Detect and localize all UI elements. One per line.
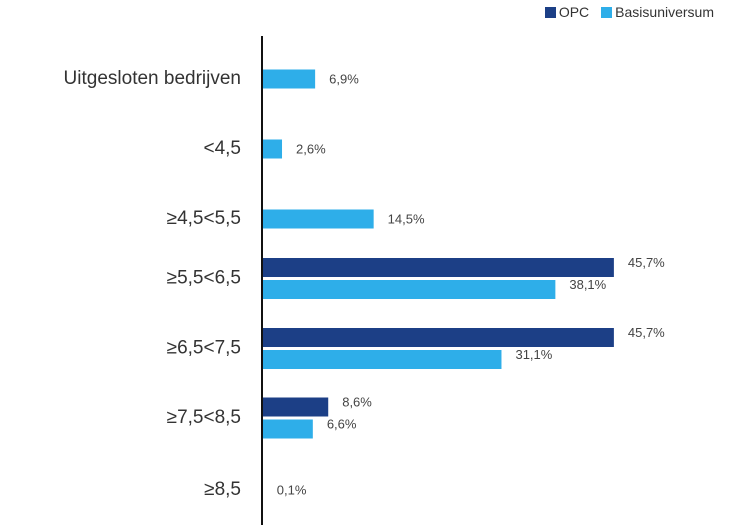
bar-basisuniversum: [262, 280, 556, 299]
data-label: 45,7%: [628, 255, 665, 270]
category-label: Uitgesloten bedrijven: [64, 68, 241, 89]
bar-basisuniversum: [262, 419, 313, 439]
legend-item-basisuniversum: Basisuniversum: [601, 4, 714, 20]
bar-basisuniversum: [262, 209, 374, 229]
data-label: 31,1%: [515, 347, 552, 362]
bar-basisuniversum: [262, 139, 283, 159]
data-label: 38,1%: [569, 277, 606, 292]
bar-basisuniversum: [262, 350, 502, 369]
category-label: <4,5: [203, 138, 241, 159]
legend-label-basisuniversum: Basisuniversum: [615, 4, 714, 20]
legend-label-opc: OPC: [558, 4, 590, 20]
data-label: 45,7%: [628, 325, 665, 340]
category-label: ≥7,5<8,5: [167, 407, 241, 428]
bar-opc: [262, 397, 329, 417]
data-label: 2,6%: [296, 141, 326, 156]
data-label: 6,6%: [327, 416, 357, 431]
data-label: 14,5%: [388, 211, 425, 226]
category-label: ≥6,5<7,5: [167, 338, 241, 359]
data-label: 8,6%: [342, 394, 372, 409]
chart-legend: OPC Basisuniversum: [544, 4, 714, 20]
category-label: ≥5,5<6,5: [167, 268, 241, 289]
legend-swatch-opc: [544, 6, 556, 18]
bar-opc: [262, 328, 614, 347]
legend-swatch-basisuniversum: [601, 6, 613, 18]
legend-item-opc: OPC: [544, 4, 590, 20]
bar-opc: [262, 258, 614, 277]
data-label: 0,1%: [277, 482, 307, 497]
category-label: ≥8,5: [204, 479, 241, 500]
bar-basisuniversum: [262, 69, 316, 89]
category-label: ≥4,5<5,5: [167, 208, 241, 229]
data-label: 6,9%: [329, 71, 359, 86]
